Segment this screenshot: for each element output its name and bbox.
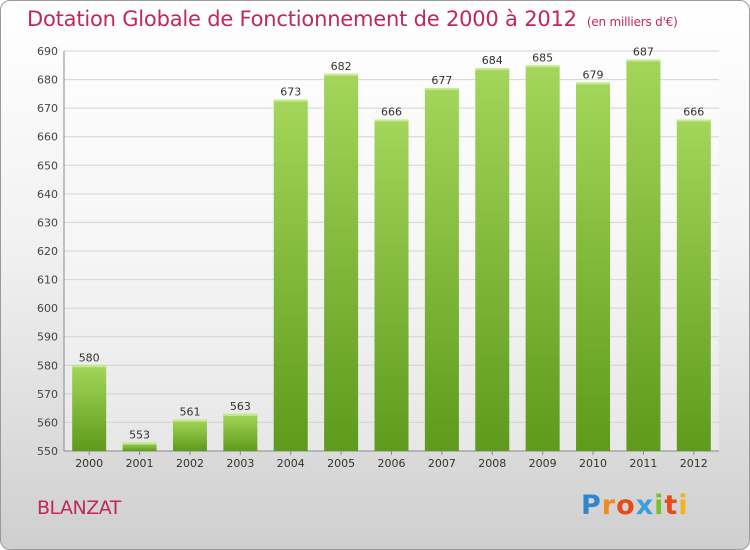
bar-top-highlight: [172, 419, 207, 422]
x-tick-label: 2008: [478, 457, 506, 470]
x-tick-label: 2009: [529, 457, 557, 470]
x-tick-label: 2011: [629, 457, 657, 470]
bar-top-highlight: [626, 59, 661, 62]
logo-letter: o: [616, 490, 636, 521]
data-label: 673: [280, 86, 301, 99]
y-tick-label: 690: [37, 45, 58, 58]
bar: [626, 59, 661, 451]
bar: [122, 442, 157, 451]
proxiti-logo: Proxiti: [581, 490, 689, 521]
data-label: 684: [482, 54, 503, 67]
bar: [324, 73, 359, 451]
bar: [676, 119, 711, 452]
y-tick-label: 590: [37, 331, 58, 344]
y-tick-label: 650: [37, 159, 58, 172]
bar: [172, 419, 207, 451]
y-tick-label: 550: [37, 445, 58, 458]
y-tick-label: 600: [37, 302, 58, 315]
bar: [72, 365, 107, 451]
y-tick-label: 620: [37, 245, 58, 258]
bar: [223, 413, 258, 451]
data-label: 685: [532, 51, 553, 64]
y-tick-label: 610: [37, 274, 58, 287]
data-label: 682: [331, 60, 352, 73]
bar: [374, 119, 409, 452]
y-tick-label: 630: [37, 216, 58, 229]
data-label: 561: [179, 406, 200, 419]
x-tick-label: 2010: [579, 457, 607, 470]
y-tick-label: 670: [37, 102, 58, 115]
x-tick-label: 2007: [428, 457, 456, 470]
data-label: 563: [230, 400, 251, 413]
x-tick-label: 2004: [277, 457, 305, 470]
x-tick-label: 2006: [378, 457, 406, 470]
bar-top-highlight: [475, 68, 510, 71]
bar-top-highlight: [72, 365, 107, 368]
bar-top-highlight: [676, 119, 711, 122]
chart-title: Dotation Globale de Fonctionnement de 20…: [27, 7, 678, 31]
bar-top-highlight: [273, 99, 308, 102]
logo-letter: x: [635, 490, 655, 521]
data-label: 666: [381, 106, 402, 119]
data-label: 666: [683, 106, 704, 119]
data-label: 687: [633, 46, 654, 59]
chart-subtitle: (en milliers d'€): [586, 15, 678, 29]
y-tick-label: 680: [37, 74, 58, 87]
bar-top-highlight: [122, 442, 157, 445]
bar-top-highlight: [576, 82, 611, 85]
data-label: 679: [583, 68, 604, 81]
y-tick-label: 660: [37, 131, 58, 144]
logo-letter: r: [601, 490, 617, 521]
x-tick-label: 2012: [680, 457, 708, 470]
logo-letter: i: [678, 490, 689, 521]
logo-letter: P: [581, 490, 602, 521]
bar-top-highlight: [374, 119, 409, 122]
y-tick-label: 580: [37, 359, 58, 372]
bar: [273, 99, 308, 452]
x-tick-label: 2003: [226, 457, 254, 470]
logo-letter: t: [664, 490, 679, 521]
bar-top-highlight: [525, 65, 560, 68]
data-label: 677: [431, 74, 452, 87]
bar-top-highlight: [324, 73, 359, 76]
x-tick-label: 2005: [327, 457, 355, 470]
commune-name: BLANZAT: [37, 497, 121, 519]
bar-top-highlight: [223, 413, 258, 416]
bar: [525, 65, 560, 452]
y-tick-label: 640: [37, 188, 58, 201]
x-tick-label: 2002: [176, 457, 204, 470]
bar: [424, 88, 459, 452]
y-tick-label: 560: [37, 416, 58, 429]
y-tick-label: 570: [37, 388, 58, 401]
x-tick-label: 2000: [75, 457, 103, 470]
data-label: 580: [79, 351, 100, 364]
bar: [576, 82, 611, 451]
x-tick-label: 2001: [126, 457, 154, 470]
bar-top-highlight: [424, 88, 459, 91]
bar: [475, 68, 510, 452]
data-label: 553: [129, 428, 150, 441]
logo-letter: i: [654, 490, 665, 521]
